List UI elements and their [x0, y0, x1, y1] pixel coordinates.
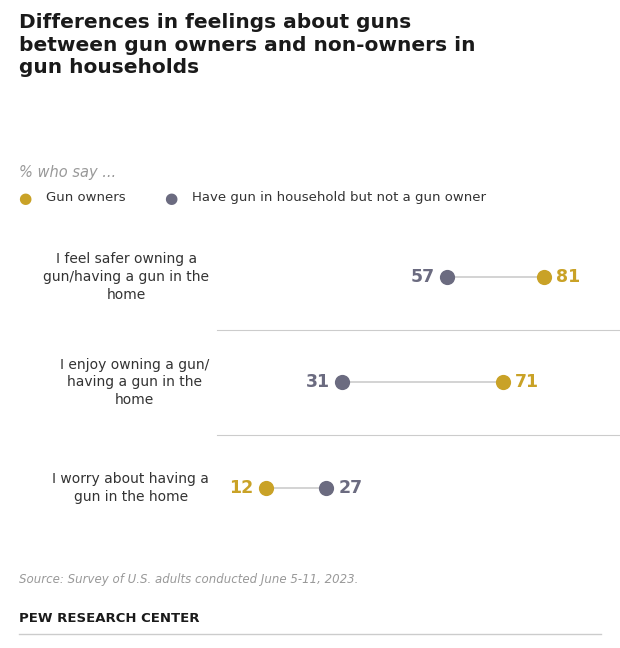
- Text: 81: 81: [556, 268, 580, 286]
- Text: I enjoy owning a gun/
having a gun in the
home: I enjoy owning a gun/ having a gun in th…: [60, 358, 210, 408]
- Text: % who say ...: % who say ...: [19, 165, 116, 180]
- Text: 31: 31: [306, 373, 330, 391]
- Text: ●: ●: [164, 191, 177, 206]
- Text: Have gun in household but not a gun owner: Have gun in household but not a gun owne…: [192, 191, 486, 204]
- Text: Differences in feelings about guns
between gun owners and non-owners in
gun hous: Differences in feelings about guns betwe…: [19, 13, 475, 78]
- Point: [261, 483, 271, 493]
- Text: 12: 12: [229, 479, 254, 497]
- Text: PEW RESEARCH CENTER: PEW RESEARCH CENTER: [19, 612, 199, 625]
- Text: 71: 71: [515, 373, 539, 391]
- Point: [498, 377, 508, 388]
- Point: [337, 377, 347, 388]
- Text: Source: Survey of U.S. adults conducted June 5-11, 2023.: Source: Survey of U.S. adults conducted …: [19, 573, 358, 586]
- Text: 57: 57: [410, 268, 435, 286]
- Point: [539, 272, 549, 282]
- Text: ●: ●: [19, 191, 32, 206]
- Text: I feel safer owning a
gun/having a gun in the
home: I feel safer owning a gun/having a gun i…: [43, 252, 210, 302]
- Text: Gun owners: Gun owners: [46, 191, 126, 204]
- Point: [442, 272, 452, 282]
- Point: [321, 483, 331, 493]
- Text: I worry about having a
gun in the home: I worry about having a gun in the home: [53, 472, 210, 504]
- Text: 27: 27: [338, 479, 362, 497]
